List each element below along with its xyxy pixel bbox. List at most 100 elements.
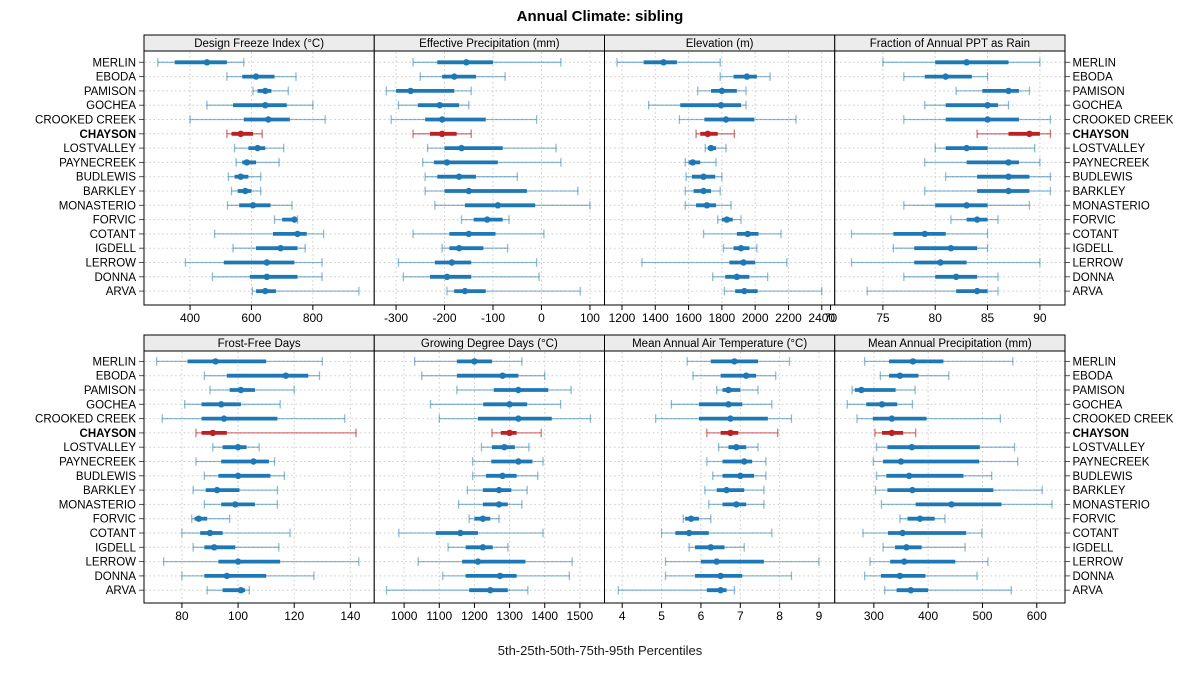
percentile-row-budlewis [945, 172, 1051, 181]
median-dot [234, 444, 242, 451]
panels-container: MERLIN MERLIN EBODA EBODA PAMISON PAMISON GOCH… [35, 34, 1174, 623]
percentile-row-merlin [616, 58, 721, 67]
median-dot [707, 144, 715, 152]
percentile-row-crooked-creek [189, 115, 326, 124]
strip-header-label: Growing Degree Days (°C) [421, 338, 558, 350]
axis-tick-label: 90 [1033, 311, 1047, 325]
axis-tick-label: 300 [864, 609, 884, 623]
site-label-right-budlewis: BUDLEWIS [1073, 471, 1133, 483]
percentile-row-eboda [226, 72, 297, 81]
axis-tick-label: -100 [481, 311, 505, 325]
percentile-row-chayson [195, 428, 357, 438]
site-labels-block-0: MERLIN MERLIN EBODA EBODA PAMISON PAMISON GOCH… [35, 57, 1174, 298]
percentile-row-pamison [209, 385, 295, 395]
percentile-row-forvic [468, 514, 500, 523]
percentile-row-budlewis [712, 471, 767, 481]
percentile-row-barkley [230, 186, 262, 196]
percentile-row-igdell [441, 243, 509, 253]
axis-tick-label: 8 [776, 609, 783, 623]
site-label-right-eboda: EBODA [1073, 371, 1114, 383]
percentile-row-monasterio [434, 201, 591, 210]
site-label-right-monasterio: MONASTERIO [1073, 499, 1150, 511]
axis-tick-label: 1200 [461, 609, 488, 623]
median-dot [858, 386, 865, 394]
median-dot [888, 429, 895, 437]
percentile-row-crooked-creek [678, 115, 797, 124]
site-label-left-forvic: FORVIC [93, 514, 136, 526]
axis-tick-label: 100 [580, 311, 600, 325]
percentile-row-gochea [397, 100, 470, 110]
percentile-row-lostvalley [426, 143, 557, 153]
axis-tick-label: 7 [737, 609, 744, 623]
axis-tick-label: 80 [929, 311, 943, 325]
median-dot [717, 587, 724, 594]
site-label-left-chayson: CHAYSON [80, 428, 136, 440]
percentile-row-lostvalley [717, 442, 759, 452]
site-label-left-donna: DONNA [94, 272, 136, 284]
site-label-right-lostvalley: LOSTVALLEY [1073, 442, 1146, 454]
site-label-right-merlin: MERLIN [1073, 356, 1116, 368]
percentile-row-gochea [647, 100, 747, 110]
median-dot [963, 202, 970, 209]
median-dot [234, 472, 242, 479]
percentile-row-igdell [232, 243, 306, 253]
percentile-row-gochea [429, 400, 562, 409]
site-label-left-barkley: BARKLEY [83, 485, 136, 497]
percentile-row-lerrow [163, 557, 360, 566]
median-dot [495, 486, 503, 494]
percentile-row-merlin [157, 58, 245, 67]
percentile-row-cotant [213, 229, 325, 239]
median-dot [687, 515, 695, 522]
axis-tick-label: 85 [981, 311, 995, 325]
panel-fraction-of-annual-ppt-as-rain: 70 75 80 85 90 Fraction of Annual PPT as Rain [824, 34, 1066, 325]
median-dot [942, 73, 949, 80]
percentile-row-crooked-creek [438, 414, 592, 423]
site-label-right-gochea: GOCHEA [1073, 399, 1123, 411]
median-dot [436, 102, 443, 109]
median-dot [213, 486, 221, 494]
percentile-row-barkley [424, 186, 579, 196]
site-label-right-igdell: IGDELL [1073, 542, 1115, 554]
median-dot [700, 173, 707, 180]
percentile-row-igdell [688, 543, 745, 552]
median-dot [903, 544, 910, 551]
percentile-row-chayson [976, 129, 1051, 139]
median-dot [1026, 130, 1033, 137]
percentile-row-arva [723, 286, 823, 296]
median-dot [515, 386, 522, 394]
median-dot [727, 429, 734, 437]
site-label-right-paynecreek: PAYNECREEK [1073, 157, 1150, 169]
strip-header-label: Effective Precipitation (mm) [419, 38, 560, 50]
percentile-row-barkley [684, 186, 721, 196]
median-dot [263, 259, 270, 266]
axis-tick-label: 1000 [391, 609, 418, 623]
axis-tick-label: 5 [658, 609, 665, 623]
percentile-row-barkley [874, 485, 1043, 495]
axis-tick-label: 2400 [808, 311, 835, 325]
strip-header [834, 334, 1066, 352]
site-label-left-cotant: COTANT [90, 229, 136, 241]
median-dot [921, 230, 928, 238]
site-label-right-donna: DONNA [1073, 272, 1115, 284]
percentile-row-chayson [706, 428, 779, 438]
median-dot [277, 245, 284, 252]
median-dot [407, 87, 414, 95]
percentile-row-igdell [892, 243, 989, 253]
site-label-left-cotant: COTANT [90, 528, 136, 540]
percentile-row-cotant [181, 528, 291, 538]
axis-tick-label: 9 [816, 609, 823, 623]
percentile-row-paynecreek [924, 158, 1041, 167]
percentile-row-monasterio [684, 201, 732, 210]
axis-tick-label: 2200 [775, 311, 802, 325]
median-dot [455, 173, 463, 180]
percentile-row-crooked-creek [903, 115, 1051, 124]
percentile-row-chayson [226, 129, 263, 139]
percentile-row-crooked-creek [390, 115, 538, 124]
median-dot [984, 102, 991, 109]
site-label-right-pamison: PAMISON [1073, 385, 1125, 397]
percentile-row-lostvalley [934, 143, 1036, 153]
median-dot [947, 245, 955, 252]
median-dot [237, 130, 244, 137]
site-label-right-lostvalley: LOSTVALLEY [1073, 143, 1146, 155]
axis-tick-label: 6 [698, 609, 705, 623]
